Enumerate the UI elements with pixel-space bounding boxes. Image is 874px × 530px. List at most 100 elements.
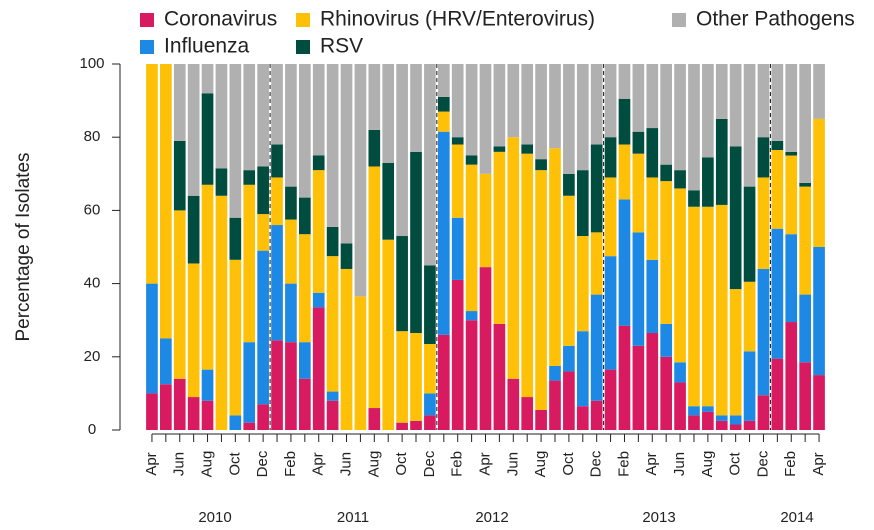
- bar-segment: [257, 250, 269, 405]
- bar-segment: [298, 197, 311, 235]
- x-tick-label: Apr: [643, 452, 660, 475]
- bar-segment: [646, 333, 659, 430]
- bar-segment: [729, 289, 742, 416]
- x-tick-label: Feb: [615, 451, 632, 477]
- bar-segment: [521, 153, 534, 398]
- bar-segment: [173, 140, 186, 211]
- bar-segment: [674, 188, 686, 363]
- bar-segment: [368, 129, 381, 167]
- bar-segment: [813, 64, 825, 119]
- bar-segment: [437, 111, 450, 132]
- bar-segment: [785, 322, 798, 430]
- bar-segment: [382, 64, 395, 163]
- bar-segment: [576, 331, 589, 407]
- bar-segment: [576, 170, 589, 237]
- x-tick-label: Oct: [727, 452, 744, 476]
- bar-segment: [146, 283, 158, 394]
- bar-segment: [785, 155, 798, 235]
- x-tick-label: Apr: [143, 452, 160, 475]
- bar-segment: [257, 404, 269, 430]
- bar-segment: [173, 378, 186, 430]
- bar-segment: [604, 369, 617, 430]
- bar-segment: [424, 265, 436, 344]
- bar-segment: [243, 342, 256, 423]
- bar-segment: [715, 420, 728, 430]
- bar-segment: [271, 64, 283, 145]
- bar-segment: [410, 64, 422, 152]
- bar-segment: [646, 128, 659, 178]
- year-label: 2014: [780, 509, 813, 526]
- bar-segment: [285, 186, 297, 220]
- bar-segment: [396, 422, 408, 430]
- bar-segment: [382, 239, 395, 430]
- bar-segment: [563, 173, 575, 196]
- bar-segment: [688, 206, 700, 407]
- legend-swatch: [140, 40, 154, 54]
- bar-segment: [424, 415, 436, 430]
- bar-segment: [688, 64, 700, 191]
- bar-segment: [257, 64, 269, 167]
- bar-segment: [396, 64, 408, 237]
- bar-segment: [743, 186, 756, 282]
- bar-segment: [702, 64, 714, 158]
- bar-segment: [187, 195, 200, 264]
- bar-segment: [451, 279, 464, 430]
- x-tick-label: Apr: [310, 452, 327, 475]
- bar-segment: [813, 375, 825, 430]
- bar-segment: [729, 415, 742, 425]
- bar-segment: [590, 232, 603, 295]
- year-label: 2011: [337, 509, 369, 526]
- bar-segment: [243, 170, 256, 185]
- bar-segment: [674, 170, 686, 189]
- bar-segment: [187, 263, 200, 398]
- bar-segment: [312, 155, 325, 171]
- bar-segment: [660, 181, 673, 324]
- bar-segment: [604, 177, 617, 257]
- bar-segment: [451, 137, 464, 145]
- bar-segment: [285, 64, 297, 187]
- bar-segment: [424, 393, 436, 416]
- bar-segment: [702, 206, 714, 407]
- bar-segment: [298, 378, 311, 430]
- bar-segment: [285, 283, 297, 343]
- bar-segment: [243, 422, 256, 430]
- bar-segment: [757, 268, 770, 396]
- legend-swatch: [296, 13, 310, 27]
- bar-segment: [507, 64, 520, 138]
- bar-segment: [382, 162, 395, 240]
- x-tick-label: Aug: [365, 451, 382, 478]
- y-tick-label: 60: [84, 201, 101, 218]
- bar-segment: [285, 342, 297, 430]
- bar-segment: [424, 64, 436, 266]
- x-tick-label: Dec: [421, 450, 438, 477]
- y-tick-label: 100: [79, 55, 104, 72]
- bar-segment: [729, 64, 742, 147]
- bar-segment: [368, 166, 381, 409]
- bar-segment: [590, 294, 603, 401]
- bar-segment: [493, 146, 506, 152]
- bar-segment: [146, 393, 158, 430]
- x-tick-label: Dec: [754, 450, 771, 477]
- bar-segment: [312, 64, 325, 156]
- bar-segment: [771, 140, 784, 151]
- bar-segment: [326, 64, 339, 227]
- bar-segment: [576, 236, 589, 332]
- bar-segment: [646, 177, 659, 260]
- bar-segment: [410, 151, 422, 334]
- bar-segment: [215, 64, 228, 169]
- bar-segment: [229, 259, 242, 416]
- bar-segment: [799, 362, 811, 430]
- bar-segment: [771, 150, 784, 229]
- bar-segment: [312, 292, 325, 308]
- legend-label: Coronavirus: [164, 8, 277, 31]
- bar-segment: [715, 204, 728, 416]
- bar-segment: [632, 64, 645, 132]
- bar-segment: [660, 64, 673, 165]
- bar-segment: [465, 155, 478, 165]
- x-tick-label: Aug: [532, 451, 549, 478]
- x-tick-label: Apr: [476, 452, 493, 475]
- bar-segment: [312, 307, 325, 430]
- bar-segment: [771, 228, 784, 359]
- bar-segment: [521, 397, 534, 430]
- bar-segment: [757, 64, 770, 138]
